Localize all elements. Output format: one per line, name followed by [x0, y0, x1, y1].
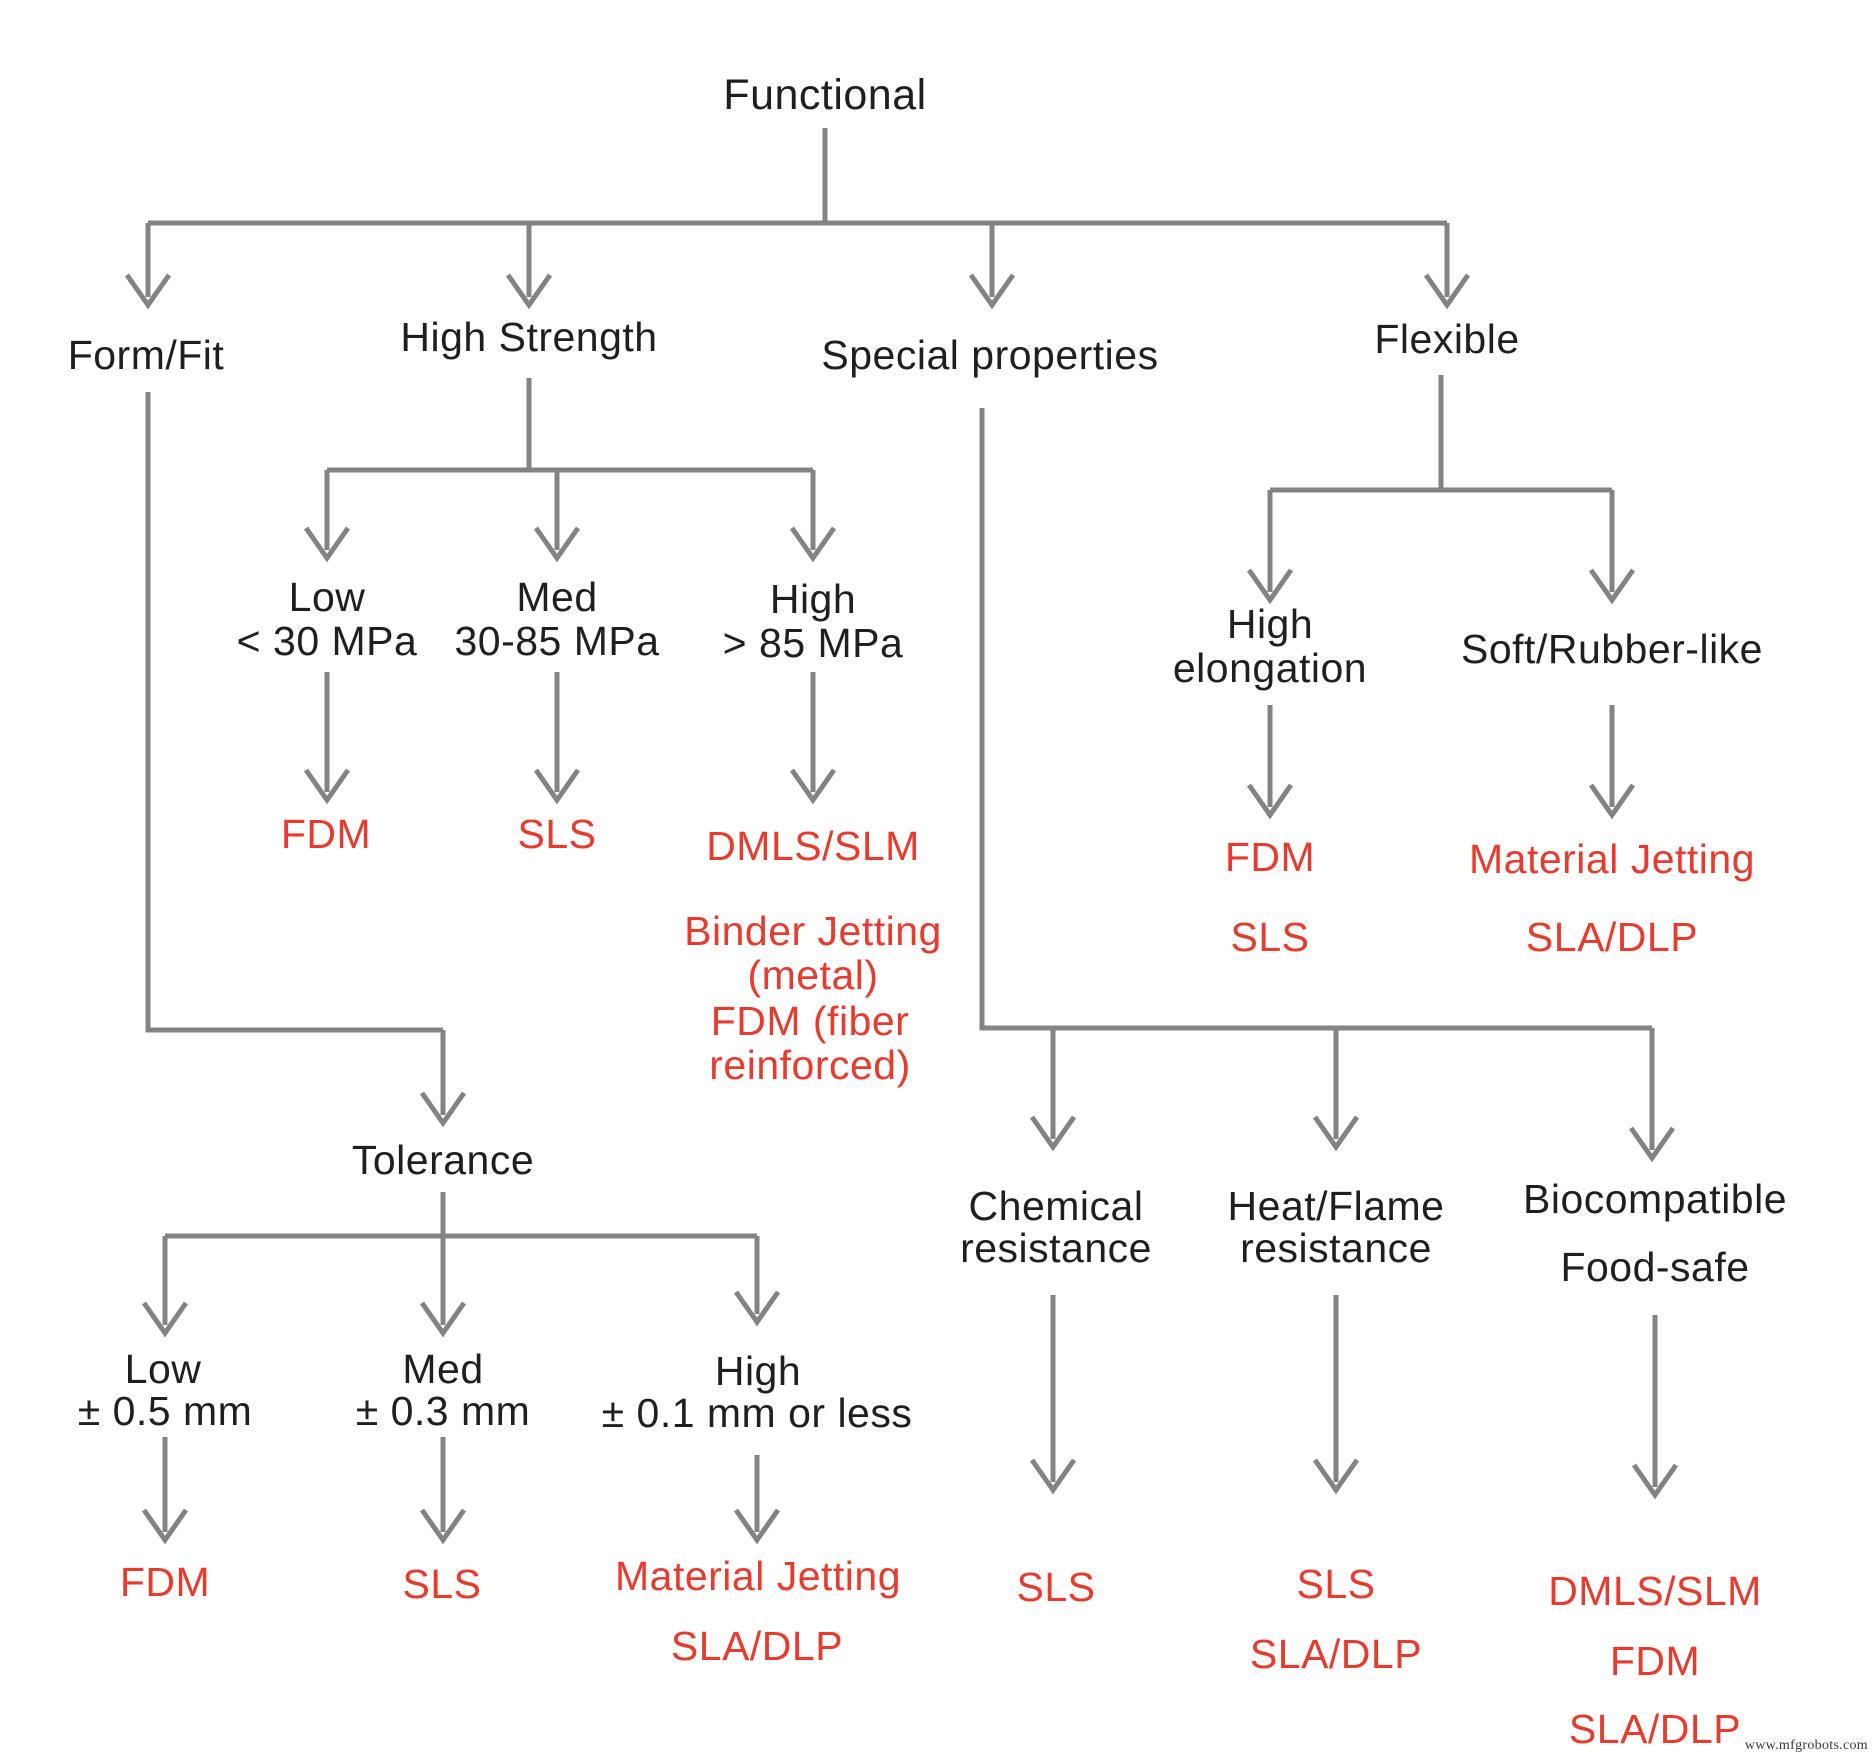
node-tol-high-name: High [714, 1348, 802, 1394]
node-chemical-line1: Chemical [968, 1183, 1144, 1229]
node-hs-med-name: Med [516, 574, 598, 620]
arrow-head [1423, 273, 1471, 310]
arrow-head [141, 1301, 189, 1338]
result-tol-med-sls: SLS [402, 1561, 482, 1607]
arrow-head [733, 1508, 781, 1545]
node-tolerance: Tolerance [351, 1137, 535, 1183]
node-soft-rubber-like: Soft/Rubber-like [1461, 626, 1763, 672]
result-tol-low-fdm: FDM [119, 1559, 211, 1605]
arrow-head [1029, 1115, 1077, 1152]
node-tol-med-name: Med [402, 1346, 484, 1392]
result-hs-med-sls: SLS [517, 811, 597, 857]
arrowheads [124, 223, 1679, 1545]
arrow-head [303, 526, 351, 563]
node-tol-med-range: ± 0.3 mm [355, 1388, 531, 1434]
arrow-head [1029, 1458, 1077, 1495]
result-soft-material-jetting: Material Jetting [1468, 836, 1756, 882]
arrow-head [419, 1508, 467, 1545]
node-high-elongation-line1: High [1226, 601, 1314, 647]
arrow-head [968, 273, 1016, 310]
arrow-head [789, 526, 837, 563]
node-special-properties: Special properties [821, 332, 1159, 378]
arrow-head [141, 1508, 189, 1545]
node-tol-low-range: ± 0.5 mm [77, 1388, 253, 1434]
node-high-strength: High Strength [400, 314, 658, 360]
node-biocompatible: Biocompatible [1522, 1176, 1788, 1222]
node-form-fit: Form/Fit [67, 332, 225, 378]
arrow-head [733, 1290, 781, 1327]
node-heat-line2: resistance [1240, 1225, 1432, 1271]
node-high-elongation-line2: elongation [1172, 645, 1368, 691]
arrow-head [419, 1301, 467, 1338]
connector-special-elbow [979, 408, 1652, 1031]
node-chemical-line2: resistance [960, 1225, 1152, 1271]
arrow-head [1246, 783, 1294, 820]
watermark: www.mfgrobots.com [1744, 1738, 1868, 1753]
result-elongation-sls: SLS [1230, 914, 1310, 960]
arrow-head [1312, 1458, 1360, 1495]
node-hs-high-name: High [769, 576, 857, 622]
node-tol-low-name: Low [124, 1346, 202, 1392]
result-tol-high-material-jetting: Material Jetting [614, 1553, 902, 1599]
result-bio-sla-dlp: SLA/DLP [1568, 1706, 1742, 1752]
result-heat-sla-dlp: SLA/DLP [1249, 1631, 1423, 1677]
result-hs-high-fdm-reinforced: reinforced) [709, 1042, 911, 1088]
arrow-head [1588, 783, 1636, 820]
arrow-head [533, 526, 581, 563]
node-hs-low-name: Low [288, 574, 366, 620]
node-food-safe: Food-safe [1560, 1244, 1750, 1290]
arrow-head [124, 273, 172, 310]
result-soft-sla-dlp: SLA/DLP [1525, 914, 1699, 960]
result-tol-high-sla-dlp: SLA/DLP [670, 1623, 844, 1669]
node-hs-med-range: 30-85 MPa [454, 618, 660, 664]
connector-formfit-elbow [145, 392, 443, 1033]
arrow-head [505, 273, 553, 310]
arrow-head [1631, 1463, 1679, 1500]
arrow-head [303, 768, 351, 805]
result-hs-low-fdm: FDM [280, 811, 372, 857]
node-functional: Functional [723, 71, 927, 119]
result-heat-sls: SLS [1296, 1561, 1376, 1607]
result-hs-high-binder-jetting-metal: (metal) [747, 952, 879, 998]
node-flexible: Flexible [1374, 316, 1520, 362]
result-hs-high-binder-jetting: Binder Jetting [684, 908, 942, 954]
result-chemical-sls: SLS [1016, 1564, 1096, 1610]
arrow-head [1312, 1115, 1360, 1152]
result-elongation-fdm: FDM [1224, 834, 1316, 880]
arrow-head [1588, 568, 1636, 605]
node-heat-line1: Heat/Flame [1227, 1183, 1445, 1229]
result-hs-high-dmls-slm: DMLS/SLM [706, 823, 920, 869]
result-hs-high-fdm-fiber: FDM (fiber [710, 998, 910, 1044]
arrow-head [1246, 568, 1294, 605]
arrow-head [533, 768, 581, 805]
result-bio-fdm: FDM [1609, 1638, 1701, 1684]
result-bio-dmls-slm: DMLS/SLM [1548, 1568, 1762, 1614]
node-hs-high-range: > 85 MPa [722, 620, 904, 666]
arrow-head [419, 1091, 467, 1128]
arrow-head [789, 768, 837, 805]
node-hs-low-range: < 30 MPa [236, 618, 418, 664]
node-tol-high-range: ± 0.1 mm or less [601, 1390, 913, 1436]
arrow-head [1628, 1126, 1676, 1163]
